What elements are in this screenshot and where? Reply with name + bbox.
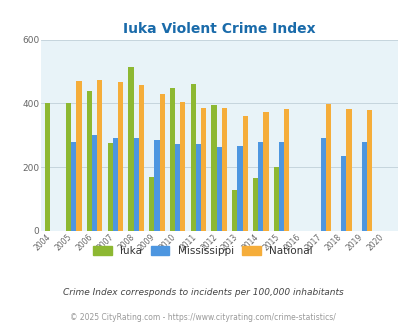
Bar	[113, 138, 118, 231]
Bar	[221, 108, 226, 231]
Bar	[66, 103, 71, 231]
Bar	[242, 115, 247, 231]
Bar	[149, 178, 154, 231]
Bar	[159, 94, 164, 231]
Bar	[341, 156, 345, 231]
Bar	[133, 138, 139, 231]
Title: Iuka Violent Crime Index: Iuka Violent Crime Index	[123, 22, 315, 36]
Bar	[128, 67, 133, 231]
Bar	[139, 85, 144, 231]
Bar	[232, 189, 237, 231]
Bar	[325, 104, 330, 231]
Bar	[252, 178, 258, 231]
Bar	[107, 143, 113, 231]
Bar	[190, 83, 195, 231]
Bar	[273, 167, 278, 231]
Bar	[367, 110, 371, 231]
Bar	[211, 105, 216, 231]
Bar	[278, 142, 284, 231]
Bar	[180, 102, 185, 231]
Bar	[87, 91, 92, 231]
Bar	[320, 138, 325, 231]
Bar	[237, 146, 242, 231]
Bar	[284, 109, 289, 231]
Bar	[169, 88, 175, 231]
Bar	[45, 103, 50, 231]
Bar	[345, 110, 351, 231]
Bar	[258, 142, 263, 231]
Bar	[216, 148, 221, 231]
Bar	[195, 144, 200, 231]
Bar	[76, 82, 81, 231]
Bar	[361, 142, 367, 231]
Text: © 2025 CityRating.com - https://www.cityrating.com/crime-statistics/: © 2025 CityRating.com - https://www.city…	[70, 313, 335, 322]
Bar	[200, 108, 206, 231]
Bar	[154, 140, 159, 231]
Bar	[71, 142, 76, 231]
Text: Crime Index corresponds to incidents per 100,000 inhabitants: Crime Index corresponds to incidents per…	[62, 287, 343, 297]
Bar	[118, 82, 123, 231]
Bar	[97, 81, 102, 231]
Bar	[175, 144, 180, 231]
Bar	[92, 135, 97, 231]
Legend: Iuka, Mississippi, National: Iuka, Mississippi, National	[89, 242, 316, 260]
Bar	[263, 112, 268, 231]
